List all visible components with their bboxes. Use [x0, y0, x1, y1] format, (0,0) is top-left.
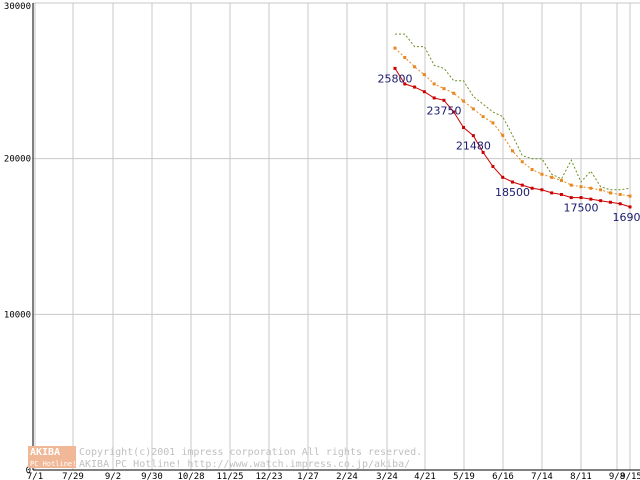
- series-point: [559, 178, 563, 182]
- x-tick-label: 12/23: [255, 472, 282, 480]
- y-tick-label: 0: [26, 466, 31, 476]
- data-label: 21480: [456, 140, 491, 153]
- data-label: 17500: [564, 202, 599, 215]
- series-point: [452, 110, 456, 114]
- series-point: [511, 149, 514, 153]
- series-point: [511, 180, 514, 184]
- copyright-line-2: AKIBA PC Hotline! http://www.watch.impre…: [79, 459, 410, 470]
- series-point: [422, 90, 426, 94]
- series-point: [618, 202, 622, 206]
- x-tick-label: 2/24: [336, 472, 358, 480]
- series-point: [403, 55, 407, 59]
- series-point: [481, 115, 485, 119]
- series-point: [491, 164, 495, 168]
- x-tick-label: 3/24: [376, 472, 398, 480]
- y-tick-label: 10000: [4, 310, 31, 320]
- series-point: [432, 96, 436, 100]
- series-point: [608, 191, 612, 195]
- series-point: [442, 98, 446, 102]
- series-point: [628, 205, 632, 209]
- series-point: [462, 99, 466, 103]
- x-tick-label: 9/30: [141, 472, 163, 480]
- series-point: [471, 134, 475, 138]
- series-point: [540, 172, 544, 176]
- series-point: [442, 87, 446, 91]
- x-tick-label: 6/16: [492, 472, 514, 480]
- series-point: [579, 196, 583, 200]
- x-tick-label: 9/8: [609, 472, 625, 480]
- series-point: [608, 200, 612, 204]
- series-point: [589, 197, 593, 201]
- x-tick-label: 7/29: [62, 472, 84, 480]
- x-tick-label: 8/11: [570, 472, 592, 480]
- series-point: [501, 175, 505, 179]
- series-point: [413, 85, 417, 89]
- akiba-logo-line2: PC Hotline!: [30, 460, 76, 468]
- series-point: [550, 175, 554, 179]
- series-point: [520, 183, 524, 187]
- series-point: [462, 126, 466, 130]
- series-point: [569, 183, 573, 187]
- series-point: [491, 121, 495, 125]
- grid: [33, 2, 640, 470]
- axes: [32, 3, 640, 471]
- akiba-logo-line1: AKIBA: [30, 447, 60, 458]
- series-point: [540, 188, 544, 192]
- series-point: [559, 192, 563, 196]
- series-point: [520, 160, 524, 164]
- series-point: [452, 91, 456, 95]
- copyright-line-1: Copyright(c)2001 impress corporation All…: [79, 447, 422, 458]
- x-tick-label: 1/27: [297, 472, 319, 480]
- series-point: [471, 107, 475, 111]
- x-tick-label: 10/28: [177, 472, 204, 480]
- series-point: [550, 191, 554, 195]
- series-point: [599, 199, 603, 203]
- series-point: [579, 185, 583, 189]
- series-line: [395, 33, 631, 191]
- y-tick-label: 20000: [4, 155, 31, 165]
- series-point: [618, 192, 622, 196]
- data-label: 16900: [613, 211, 640, 224]
- series-point: [501, 133, 505, 137]
- y-tick-label: 30000: [4, 2, 31, 12]
- series-point: [422, 73, 426, 77]
- x-tick-label: 5/19: [453, 472, 475, 480]
- data-label: 18500: [495, 186, 530, 199]
- series-point: [530, 168, 534, 172]
- series-point: [628, 194, 632, 198]
- x-tick-label: 4/21: [414, 472, 436, 480]
- series-point: [589, 186, 593, 190]
- series-point: [569, 196, 573, 200]
- series: [393, 33, 632, 209]
- series-point: [393, 66, 397, 70]
- series-point: [403, 82, 407, 86]
- series-point: [599, 188, 603, 192]
- x-tick-label: 9/15: [620, 472, 640, 480]
- series-point: [413, 65, 417, 69]
- data-labels: 25800 23750 21480 18500 17500 16900: [378, 72, 640, 224]
- x-tick-label: 11/25: [216, 472, 243, 480]
- copyright-watermark: AKIBA PC Hotline! Copyright(c)2001 impre…: [28, 446, 422, 470]
- data-label: 25800: [378, 72, 413, 85]
- akiba-logo: [28, 446, 76, 468]
- x-axis-ticks: 7/1 7/29 9/2 9/30 10/28 11/25 12/23 1/27 2/24 3/2…: [27, 472, 640, 480]
- x-tick-label: 7/14: [531, 472, 553, 480]
- series-point: [481, 150, 485, 154]
- series-point: [530, 186, 534, 190]
- series-line: [394, 47, 631, 197]
- series-point: [432, 82, 436, 86]
- x-tick-label: 9/2: [105, 472, 121, 480]
- series-point: [393, 46, 397, 50]
- x-tick-label: 7/1: [27, 472, 43, 480]
- data-label: 23750: [426, 104, 461, 117]
- y-axis-ticks: 0 10000 20000 30000: [4, 2, 31, 476]
